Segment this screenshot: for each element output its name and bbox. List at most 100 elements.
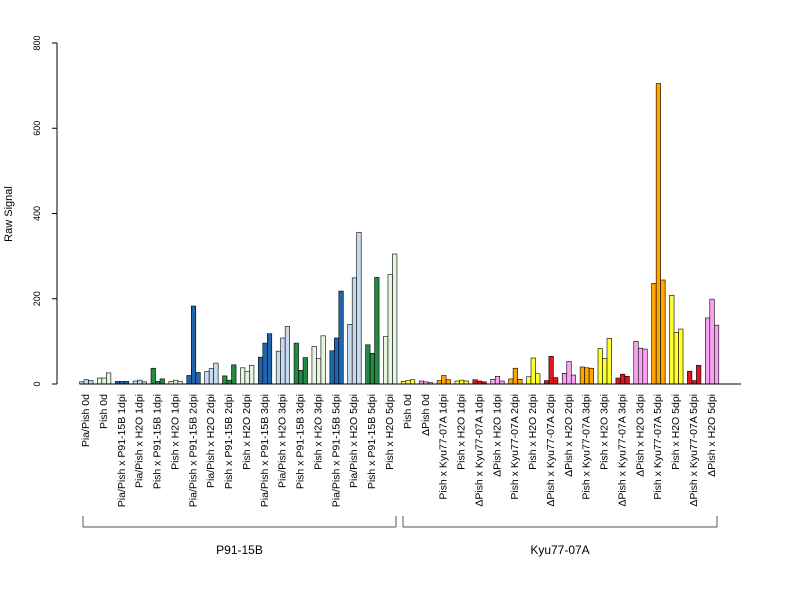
bar — [669, 295, 675, 385]
x-tick-label: Pia/Pish x P91-15B 2dpi — [187, 394, 199, 507]
y-axis: 0 200 400 600 800 — [32, 35, 58, 387]
bar — [620, 373, 626, 385]
group-label: P91-15B — [216, 543, 263, 557]
x-tick-label: Pish x H2O 5dpi — [384, 394, 396, 470]
bar — [606, 338, 612, 385]
bar — [517, 379, 523, 385]
bar — [338, 290, 344, 385]
bar — [226, 379, 232, 385]
x-tick-label: Pish x H2O 2dpi — [527, 394, 539, 470]
group-label: Kyu77-07A — [530, 543, 589, 557]
bar — [588, 367, 594, 385]
x-tick-label: Pish x Kyu77-07A 5dpi — [652, 394, 664, 500]
x-tick-label: Pish x H2O 5dpi — [670, 394, 682, 470]
bar — [579, 366, 585, 385]
bar — [280, 337, 286, 385]
x-tick-label: Pish 0d — [98, 394, 110, 429]
bar — [213, 362, 219, 385]
bar — [530, 357, 536, 385]
bar — [655, 83, 661, 385]
bar — [633, 341, 639, 385]
bar — [508, 378, 514, 385]
bar — [410, 379, 416, 385]
x-tick-label: Pish x P91-15B 1dpi — [152, 394, 164, 489]
x-tick-label: Pish x H2O 2dpi — [241, 394, 253, 470]
bar — [544, 380, 550, 385]
bar — [660, 279, 666, 385]
x-tick-label: Pia/Pish x H2O 3dpi — [277, 394, 289, 488]
bar — [441, 375, 447, 385]
bar — [459, 379, 465, 385]
bar — [392, 253, 398, 385]
bar — [561, 373, 568, 385]
bar — [553, 377, 559, 385]
x-axis-tick-labels: Pia/Pish 0d Pish 0d Pia/Pish x P91-15B 1dp… — [80, 394, 718, 507]
bar — [436, 380, 442, 385]
bar — [266, 333, 273, 385]
x-tick-label: Pish x H2O 1dpi — [456, 394, 468, 470]
bar — [365, 344, 371, 385]
bar — [490, 379, 496, 385]
x-tick-label: Pia/Pish x H2O 5dpi — [348, 394, 360, 488]
bar — [334, 337, 340, 385]
bar — [311, 346, 317, 385]
bar — [88, 380, 94, 385]
x-tick-label: Pia/Pish x H2O 2dpi — [205, 394, 217, 488]
bar — [687, 370, 693, 385]
bar — [709, 298, 715, 385]
x-tick-label: Pish x H2O 1dpi — [169, 394, 181, 470]
bar — [526, 376, 532, 385]
x-tick-label: Pia/Pish x P91-15B 5dpi — [330, 394, 342, 507]
x-tick-label: Pish x Kyu77-07A 3dpi — [581, 394, 593, 500]
bar — [696, 364, 702, 385]
x-tick-label: Pia/Pish x P91-15B 3dpi — [259, 394, 271, 507]
x-tick-label: Pish 0d — [402, 394, 414, 429]
bar — [83, 379, 89, 385]
x-tick-label: ΔPish x H2O 2dpi — [563, 394, 575, 477]
x-tick-label: Pish x H2O 3dpi — [312, 394, 324, 470]
bar — [302, 357, 308, 385]
bar — [637, 347, 644, 385]
bar — [231, 364, 237, 385]
bar — [369, 353, 375, 385]
x-tick-label: Pish x P91-15B 5dpi — [366, 394, 378, 489]
x-tick-label: ΔPish x Kyu77-07A 2dpi — [545, 394, 557, 507]
bar — [673, 332, 679, 385]
y-tick-label: 200 — [32, 291, 42, 306]
bar — [597, 348, 603, 385]
bar — [678, 328, 684, 385]
bar — [651, 283, 657, 385]
y-tick-label: 800 — [32, 35, 42, 50]
bar — [329, 350, 335, 385]
bar — [512, 367, 518, 385]
x-tick-label: ΔPish x Kyu77-07A 5dpi — [688, 394, 700, 507]
x-tick-label: Pia/Pish x P91-15B 1dpi — [116, 394, 128, 507]
bar — [472, 379, 478, 385]
bar — [97, 377, 103, 385]
bar — [494, 376, 501, 385]
group-brackets: P91-15B Kyu77-07A — [82, 516, 718, 557]
bar — [222, 375, 228, 385]
bar — [257, 356, 264, 385]
bar — [137, 379, 143, 385]
y-tick-label: 600 — [32, 121, 42, 136]
bar — [106, 372, 112, 385]
x-tick-label: ΔPish x Kyu77-07A 3dpi — [616, 394, 628, 507]
y-axis-label: Raw Signal — [3, 186, 15, 242]
bar — [584, 367, 590, 385]
bar — [249, 364, 255, 385]
bar — [262, 342, 268, 385]
x-tick-label: Pish x P91-15B 2dpi — [223, 394, 235, 489]
bar — [351, 277, 358, 385]
bar — [566, 361, 572, 385]
bar — [320, 335, 326, 385]
bar — [445, 379, 451, 385]
bar — [240, 367, 246, 385]
bar — [208, 368, 214, 385]
bar — [298, 370, 304, 385]
bar — [101, 377, 107, 385]
bar — [159, 378, 165, 385]
bar — [150, 367, 156, 385]
bar — [713, 324, 720, 385]
